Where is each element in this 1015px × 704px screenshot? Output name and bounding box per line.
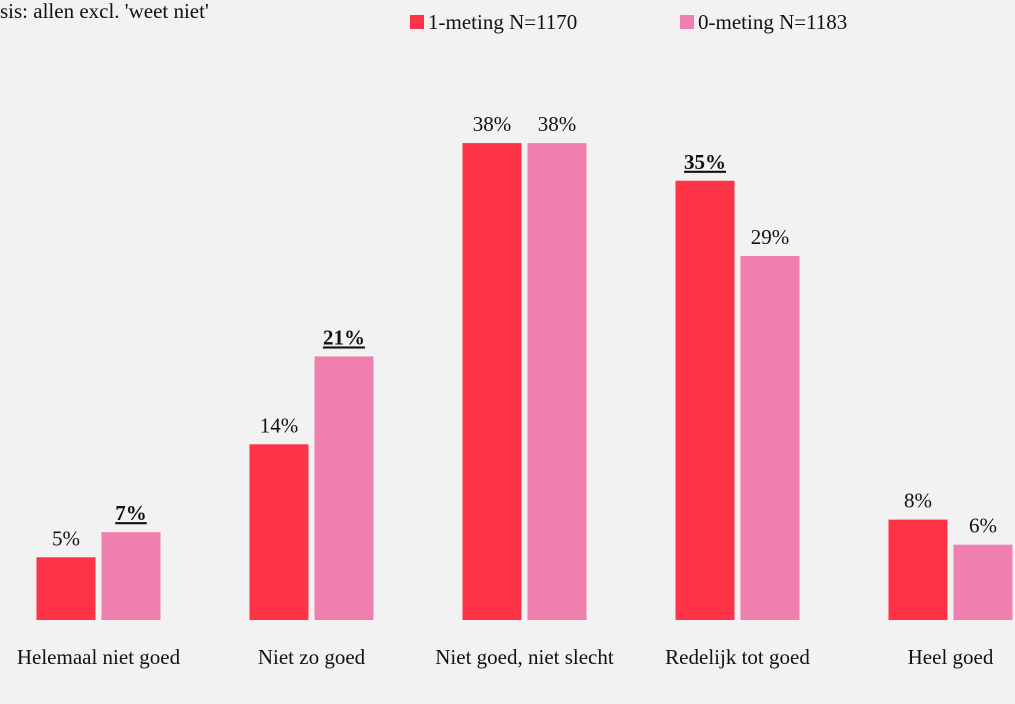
- bar: [101, 532, 161, 620]
- bar: [527, 143, 587, 620]
- data-label: 8%: [904, 489, 932, 513]
- data-label: 38%: [538, 112, 577, 136]
- bar: [462, 143, 522, 620]
- legend-swatch: [410, 15, 424, 29]
- legend-label: 1-meting N=1170: [428, 10, 577, 34]
- x-tick-label: Niet goed, niet slecht: [435, 645, 614, 669]
- bar: [314, 356, 374, 620]
- bar: [888, 519, 948, 620]
- legend-label: 0-meting N=1183: [698, 10, 847, 34]
- bar: [36, 557, 96, 620]
- x-tick-label: Heel goed: [907, 645, 994, 669]
- x-tick-label: Niet zo goed: [257, 645, 366, 669]
- bar: [740, 256, 800, 620]
- x-tick-label: Redelijk tot goed: [665, 645, 810, 669]
- data-label: 38%: [473, 112, 512, 136]
- bar: [953, 544, 1013, 620]
- legend-swatch: [680, 15, 694, 29]
- x-tick-label: Helemaal niet goed: [16, 645, 181, 669]
- data-label: 21%: [323, 325, 365, 349]
- bar: [675, 180, 735, 620]
- data-label: 35%: [684, 150, 726, 174]
- chart-subtitle: sis: allen excl. 'weet niet': [0, 0, 209, 23]
- data-label: 6%: [969, 514, 997, 538]
- data-label: 5%: [52, 526, 80, 550]
- bar: [249, 444, 309, 620]
- data-label: 7%: [115, 501, 147, 525]
- data-label: 29%: [751, 225, 790, 249]
- data-label: 14%: [260, 413, 299, 437]
